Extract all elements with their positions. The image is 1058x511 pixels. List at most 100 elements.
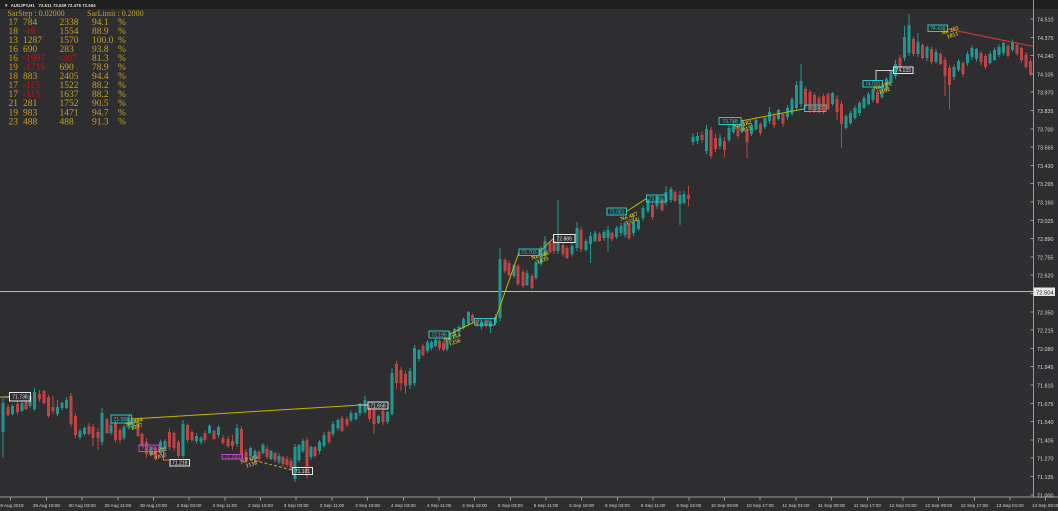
svg-text:73.835: 73.835 — [1037, 109, 1054, 115]
svg-text:No 484: No 484 — [125, 417, 144, 428]
svg-text:72.888: 72.888 — [557, 236, 573, 242]
svg-text:71.658: 71.658 — [370, 403, 386, 409]
svg-text:11 Sep 09:00: 11 Sep 09:00 — [818, 503, 845, 508]
svg-text:71.675: 71.675 — [1037, 402, 1054, 408]
svg-text:%: % — [118, 99, 126, 109]
svg-text:30 Aug 19:00: 30 Aug 19:00 — [140, 503, 168, 508]
svg-text:690: 690 — [23, 45, 38, 55]
svg-text:-115: -115 — [23, 90, 40, 100]
svg-text:5 Sep 03:00: 5 Sep 03:00 — [498, 503, 523, 508]
svg-text:94.1: 94.1 — [92, 18, 109, 28]
svg-text:1012: 1012 — [154, 452, 167, 461]
svg-text:73.081: 73.081 — [609, 209, 625, 215]
svg-text:71.540: 71.540 — [1037, 420, 1054, 426]
svg-text:12 Sep 09:00: 12 Sep 09:00 — [925, 503, 953, 508]
svg-text:No 182: No 182 — [734, 120, 753, 131]
svg-text:6 Sep 19:00: 6 Sep 19:00 — [676, 503, 701, 508]
svg-text:72.755: 72.755 — [1037, 255, 1054, 261]
svg-text:73.165: 73.165 — [649, 196, 665, 202]
svg-text:690: 690 — [60, 63, 75, 73]
svg-text:1287: 1287 — [23, 36, 42, 46]
svg-text:3 Sep 11:00: 3 Sep 11:00 — [320, 503, 345, 508]
svg-text:88.2: 88.2 — [92, 90, 109, 100]
svg-text:30 Aug 03:00: 30 Aug 03:00 — [69, 503, 97, 508]
svg-text:%: % — [118, 117, 126, 127]
svg-text:17: 17 — [9, 90, 19, 100]
svg-text:19: 19 — [9, 108, 19, 118]
svg-text:73.970: 73.970 — [1037, 91, 1054, 97]
svg-text:1433: 1433 — [536, 256, 549, 265]
svg-text:72.890: 72.890 — [1037, 237, 1054, 243]
svg-text:73.430: 73.430 — [1037, 164, 1054, 170]
svg-text:72.195: 72.195 — [431, 332, 447, 338]
svg-text:1471: 1471 — [60, 108, 79, 118]
svg-text:No 346: No 346 — [531, 251, 550, 262]
svg-text:21: 21 — [9, 99, 19, 109]
svg-text:1554: 1554 — [625, 217, 638, 226]
svg-text:30 Aug 11:00: 30 Aug 11:00 — [104, 503, 131, 508]
svg-text:72.080: 72.080 — [1037, 347, 1054, 353]
svg-text:74.105: 74.105 — [1037, 72, 1054, 78]
svg-text:13 Sep 09:00: 13 Sep 09:00 — [1032, 503, 1058, 508]
svg-text:1752: 1752 — [60, 99, 79, 109]
svg-text:%: % — [118, 81, 126, 91]
svg-text:4 Sep 11:00: 4 Sep 11:00 — [427, 503, 452, 508]
svg-text:%: % — [118, 45, 126, 55]
svg-text:91.3: 91.3 — [92, 117, 109, 127]
svg-text:3 Sep 19:00: 3 Sep 19:00 — [355, 503, 380, 508]
svg-text:11 Sep 01:00: 11 Sep 01:00 — [782, 503, 809, 508]
svg-text:-16: -16 — [23, 27, 36, 37]
svg-text:73.842: 73.842 — [808, 106, 824, 112]
svg-text:71.283: 71.283 — [225, 455, 241, 461]
svg-text:%: % — [118, 54, 126, 64]
svg-text:81.3: 81.3 — [92, 54, 109, 64]
svg-text:1570: 1570 — [60, 36, 79, 46]
svg-text:No 203: No 203 — [941, 26, 960, 37]
svg-text:%: % — [118, 18, 126, 28]
svg-text:-1997: -1997 — [23, 54, 45, 64]
svg-text:%: % — [118, 36, 126, 46]
svg-text:1015: 1015 — [739, 125, 752, 134]
svg-text:1522: 1522 — [60, 81, 79, 91]
svg-text:2338: 2338 — [60, 18, 79, 28]
svg-text:983: 983 — [23, 108, 38, 118]
svg-text:No 103: No 103 — [240, 455, 259, 466]
svg-text:1051: 1051 — [946, 31, 959, 40]
svg-text:2405: 2405 — [60, 72, 79, 82]
svg-text:18: 18 — [9, 27, 19, 37]
svg-text:18: 18 — [9, 72, 19, 82]
svg-text:73.025: 73.025 — [1037, 219, 1054, 225]
svg-text:100.0: 100.0 — [92, 36, 114, 46]
svg-text:784: 784 — [23, 18, 38, 28]
svg-text:72.703: 72.703 — [521, 250, 537, 256]
svg-text:78.9: 78.9 — [92, 63, 109, 73]
svg-text:12 Sep 01:00: 12 Sep 01:00 — [889, 503, 917, 508]
svg-text:%: % — [118, 108, 126, 118]
svg-text:No 487: No 487 — [620, 212, 639, 223]
svg-text:73.160: 73.160 — [1037, 201, 1054, 207]
svg-text:%: % — [118, 72, 126, 82]
svg-text:10 Sep 17:00: 10 Sep 17:00 — [747, 503, 775, 508]
svg-text:74.510: 74.510 — [1037, 18, 1054, 24]
svg-text:88.9: 88.9 — [92, 27, 109, 37]
svg-text:1138: 1138 — [245, 460, 258, 469]
svg-text:%: % — [118, 27, 126, 37]
svg-text:SarStep : 0.02000: SarStep : 0.02000 — [8, 9, 65, 18]
svg-text:71.181: 71.181 — [295, 469, 311, 475]
svg-text:71.558: 71.558 — [114, 417, 130, 423]
svg-text:-307: -307 — [60, 54, 78, 64]
svg-text:281: 281 — [23, 99, 38, 109]
svg-text:71.810: 71.810 — [1037, 384, 1054, 390]
svg-text:%: % — [118, 90, 126, 100]
svg-text:2 Sep 03:00: 2 Sep 03:00 — [177, 503, 202, 508]
svg-text:1256: 1256 — [448, 338, 461, 347]
svg-text:1637: 1637 — [60, 90, 79, 100]
svg-text:10 Sep 09:00: 10 Sep 09:00 — [711, 503, 739, 508]
svg-text:1554: 1554 — [60, 27, 79, 37]
svg-text:1102: 1102 — [878, 87, 891, 96]
svg-text:19: 19 — [9, 63, 19, 73]
svg-text:2 Sep 11:00: 2 Sep 11:00 — [213, 503, 238, 508]
svg-text:29 Aug 19:00: 29 Aug 19:00 — [33, 503, 61, 508]
svg-text:488: 488 — [23, 117, 38, 127]
svg-text:73.565: 73.565 — [1037, 146, 1054, 152]
